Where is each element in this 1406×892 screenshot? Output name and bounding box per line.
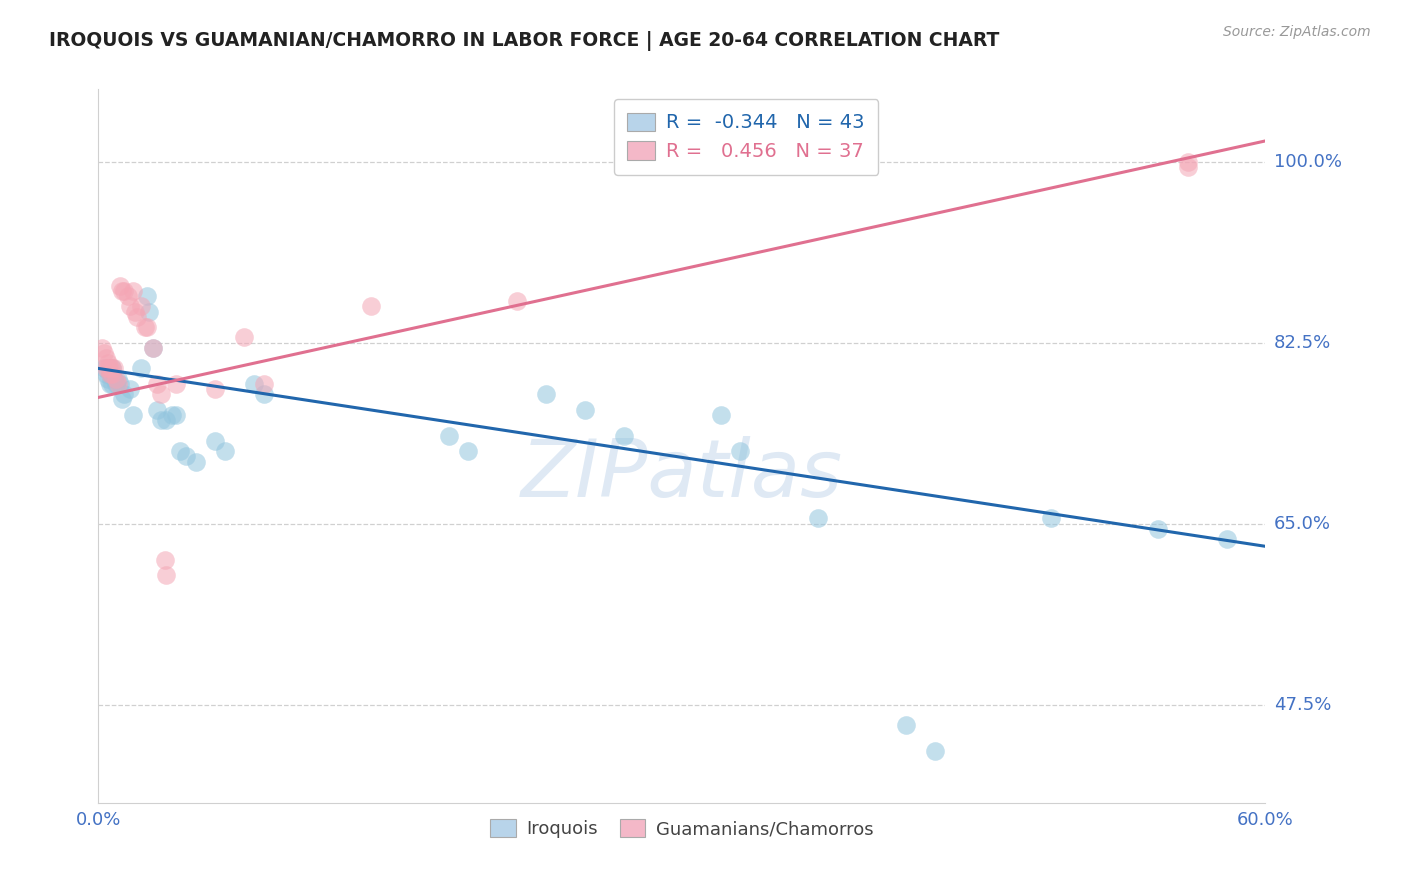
- Point: [98, 376, 121, 391]
- Text: 82.5%: 82.5%: [1274, 334, 1331, 351]
- Point: [165, 408, 187, 422]
- Point: [146, 402, 169, 417]
- Point: [613, 428, 636, 442]
- Point: [153, 553, 176, 567]
- Text: Source: ZipAtlas.com: Source: ZipAtlas.com: [1223, 25, 1371, 39]
- Point: [129, 299, 152, 313]
- Point: [118, 299, 141, 313]
- Point: [1040, 511, 1063, 525]
- Point: [93, 361, 115, 376]
- Point: [104, 376, 127, 391]
- Point: [97, 361, 120, 376]
- Point: [122, 284, 145, 298]
- Legend: Iroquois, Guamanians/Chamorros: Iroquois, Guamanians/Chamorros: [481, 811, 883, 847]
- Point: [98, 361, 121, 376]
- Point: [107, 376, 129, 391]
- Point: [204, 382, 226, 396]
- Point: [101, 376, 124, 391]
- Point: [924, 744, 946, 758]
- Point: [155, 413, 177, 427]
- Point: [136, 289, 159, 303]
- Point: [97, 372, 120, 386]
- Point: [117, 289, 139, 303]
- Point: [103, 372, 125, 386]
- Point: [96, 361, 118, 376]
- Text: 47.5%: 47.5%: [1274, 696, 1331, 714]
- Point: [360, 299, 382, 313]
- Text: 100.0%: 100.0%: [1274, 153, 1341, 170]
- Point: [103, 361, 125, 376]
- Point: [107, 372, 129, 386]
- Point: [155, 568, 177, 582]
- Point: [108, 278, 131, 293]
- Point: [108, 376, 131, 391]
- Point: [134, 320, 156, 334]
- Point: [142, 341, 165, 355]
- Text: 65.0%: 65.0%: [1274, 515, 1330, 533]
- Point: [142, 341, 165, 355]
- Point: [98, 367, 121, 381]
- Point: [574, 402, 596, 417]
- Text: ZIPatlas: ZIPatlas: [520, 435, 844, 514]
- Point: [112, 284, 135, 298]
- Point: [91, 341, 114, 355]
- Point: [1215, 532, 1237, 546]
- Point: [98, 367, 121, 381]
- Point: [165, 376, 187, 391]
- Point: [96, 351, 118, 365]
- Point: [1177, 160, 1199, 174]
- Point: [138, 304, 160, 318]
- Point: [710, 408, 733, 422]
- Point: [204, 434, 226, 448]
- Point: [118, 382, 141, 396]
- Point: [1177, 154, 1199, 169]
- Point: [149, 413, 172, 427]
- Point: [101, 367, 124, 381]
- Point: [457, 444, 479, 458]
- Point: [162, 408, 184, 422]
- Point: [127, 310, 149, 324]
- Point: [146, 376, 169, 391]
- Point: [112, 387, 135, 401]
- Point: [214, 444, 236, 458]
- Point: [96, 367, 118, 381]
- Point: [253, 387, 276, 401]
- Point: [122, 408, 145, 422]
- Point: [101, 361, 124, 376]
- Point: [169, 444, 191, 458]
- Point: [807, 511, 830, 525]
- Point: [101, 361, 124, 376]
- Point: [97, 356, 120, 370]
- Point: [111, 392, 134, 407]
- Point: [253, 376, 276, 391]
- Point: [1147, 522, 1170, 536]
- Point: [124, 304, 146, 318]
- Text: IROQUOIS VS GUAMANIAN/CHAMORRO IN LABOR FORCE | AGE 20-64 CORRELATION CHART: IROQUOIS VS GUAMANIAN/CHAMORRO IN LABOR …: [49, 31, 1000, 51]
- Point: [233, 330, 256, 344]
- Point: [174, 450, 197, 464]
- Point: [104, 372, 127, 386]
- Point: [894, 718, 917, 732]
- Point: [149, 387, 172, 401]
- Point: [505, 294, 527, 309]
- Point: [437, 428, 460, 442]
- Point: [111, 284, 134, 298]
- Point: [184, 454, 207, 468]
- Point: [129, 361, 152, 376]
- Point: [534, 387, 557, 401]
- Point: [136, 320, 159, 334]
- Point: [243, 376, 266, 391]
- Point: [730, 444, 752, 458]
- Point: [93, 346, 115, 360]
